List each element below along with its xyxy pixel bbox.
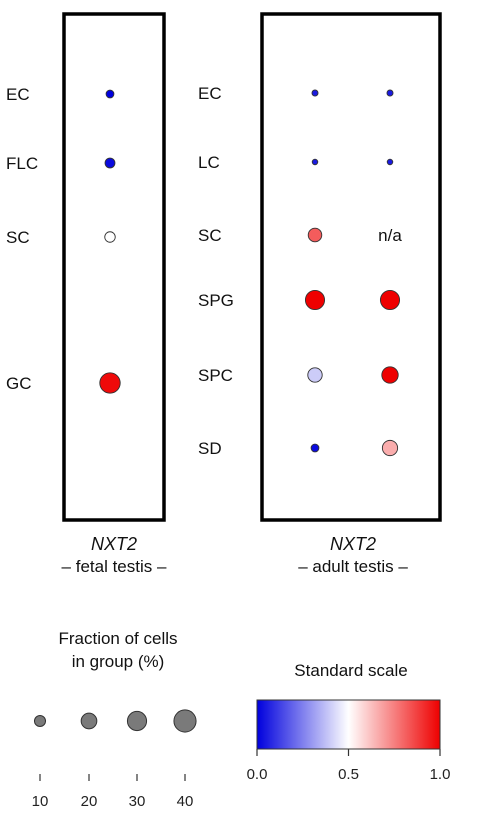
row-label-flc: FLC bbox=[6, 154, 38, 173]
size-legend-label-30: 30 bbox=[129, 793, 146, 810]
colorbar-ticks: 0.0 0.5 1.0 bbox=[247, 749, 451, 783]
dot-lc-col0 bbox=[311, 158, 319, 166]
annotation-na: n/a bbox=[378, 226, 402, 245]
dot-spc-col0 bbox=[307, 367, 323, 383]
size-legend-label-40: 40 bbox=[177, 793, 194, 810]
row-label-spc: SPC bbox=[198, 366, 233, 385]
dot-ec-col0 bbox=[105, 89, 115, 99]
size-legend-label-10: 10 bbox=[32, 793, 49, 810]
fetal-panel: EC FLC SC GC NXT2 – fetal testis – bbox=[6, 12, 167, 576]
row-label-gc: GC bbox=[6, 374, 32, 393]
row-label-spg: SPG bbox=[198, 291, 234, 310]
row-label-lc: LC bbox=[198, 153, 220, 172]
dot-sd-col1 bbox=[381, 439, 399, 457]
dot-sc-col0 bbox=[307, 227, 323, 243]
size-legend-dot-20 bbox=[80, 712, 98, 730]
fetal-panel-subtitle: – fetal testis – bbox=[62, 557, 167, 576]
dot-sd-col0 bbox=[310, 443, 320, 453]
dot-spc-col1 bbox=[381, 366, 399, 384]
color-legend: Standard scale 0.0 0.5 1.0 bbox=[247, 661, 451, 783]
size-legend-marks: 10 20 30 40 bbox=[32, 709, 197, 810]
dot-lc-col1 bbox=[386, 158, 394, 166]
row-label-sc: SC bbox=[198, 226, 222, 245]
fetal-panel-title: NXT2 bbox=[91, 534, 137, 554]
dot-ec-col0 bbox=[311, 89, 319, 97]
row-label-sc: SC bbox=[6, 228, 30, 247]
row-label-ec: EC bbox=[6, 85, 30, 104]
fetal-panel-frame bbox=[62, 12, 166, 522]
size-legend-dot-30 bbox=[126, 710, 148, 732]
colorbar bbox=[256, 699, 441, 750]
row-label-sd: SD bbox=[198, 439, 222, 458]
adult-dots bbox=[304, 89, 401, 457]
size-legend-title-line1: Fraction of cells bbox=[58, 629, 177, 648]
colorbar-tick-label-1: 0.5 bbox=[338, 766, 359, 783]
adult-panel: EC LC SC SPG SPC SD n/a NXT2 – adult testis – bbox=[198, 12, 442, 576]
fetal-row-labels: EC FLC SC GC bbox=[6, 85, 38, 393]
adult-panel-subtitle: – adult testis – bbox=[298, 557, 408, 576]
dot-gc-col0 bbox=[99, 372, 121, 394]
color-legend-title: Standard scale bbox=[294, 661, 407, 680]
fetal-dots bbox=[99, 89, 121, 394]
dot-spg-col1 bbox=[379, 289, 401, 311]
row-label-ec: EC bbox=[198, 84, 222, 103]
size-legend-dot-10 bbox=[33, 714, 47, 728]
size-legend-title-line2: in group (%) bbox=[72, 652, 165, 671]
size-legend: Fraction of cells in group (%) 10 20 30 40 bbox=[32, 629, 197, 810]
colorbar-tick-label-0: 0.0 bbox=[247, 766, 268, 783]
adult-panel-frame bbox=[260, 12, 442, 522]
adult-annotations: n/a bbox=[378, 226, 402, 245]
size-legend-dot-40 bbox=[173, 709, 197, 733]
dot-sc-col0 bbox=[104, 231, 116, 243]
colorbar-tick-label-2: 1.0 bbox=[430, 766, 451, 783]
dot-ec-col1 bbox=[386, 89, 394, 97]
dot-spg-col0 bbox=[304, 289, 326, 311]
dot-flc-col0 bbox=[104, 157, 116, 169]
adult-row-labels: EC LC SC SPG SPC SD bbox=[198, 84, 234, 458]
size-legend-label-20: 20 bbox=[81, 793, 98, 810]
adult-panel-title: NXT2 bbox=[330, 534, 376, 554]
